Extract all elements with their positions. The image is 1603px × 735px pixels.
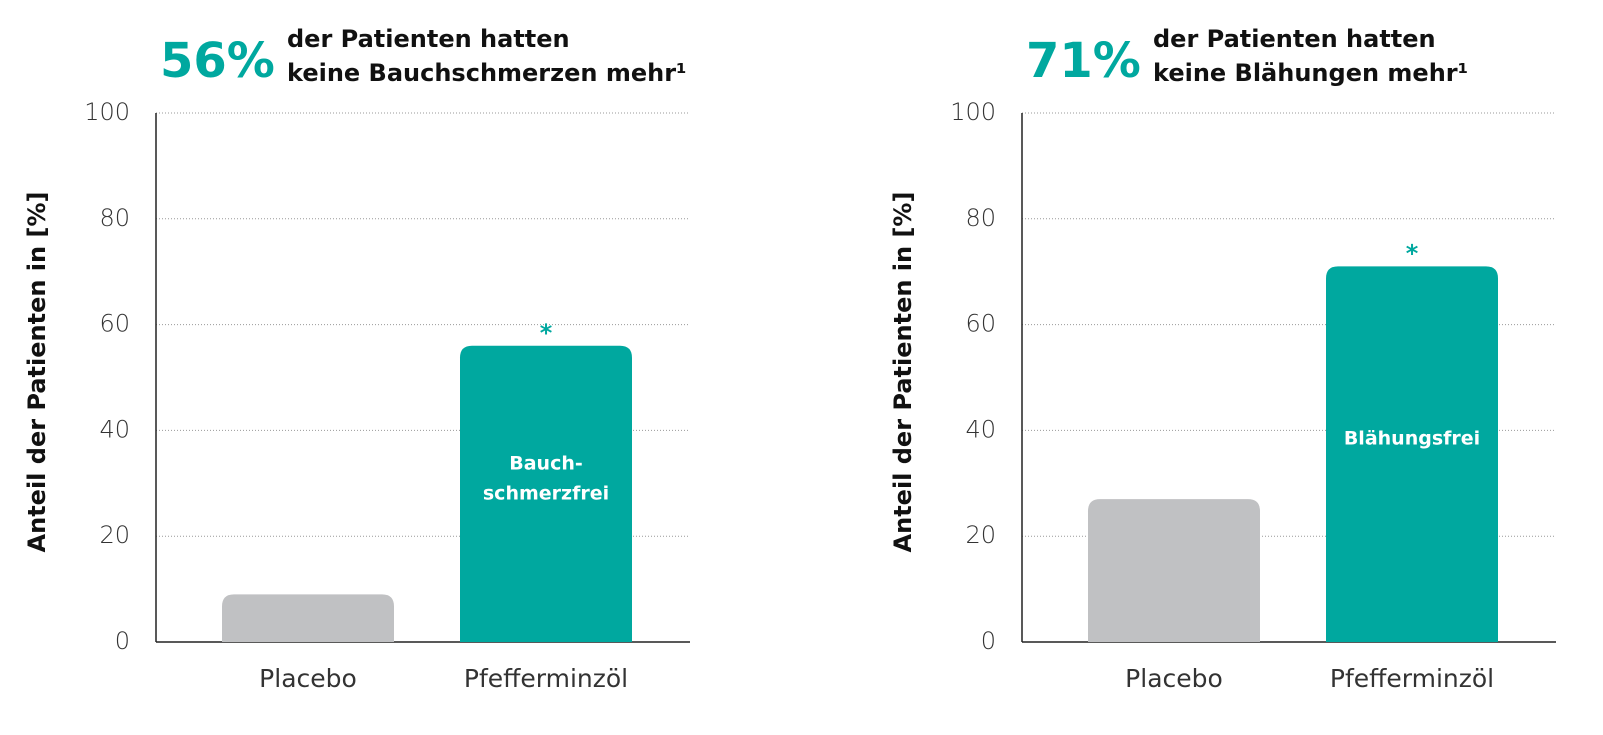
y-tick-label: 20 [99,521,130,549]
x-tick-label: Pfefferminzöl [1330,664,1494,693]
bar [222,594,394,642]
chart-title: der Patienten hatten [1153,25,1436,53]
y-tick-label: 40 [965,415,996,443]
x-tick-label: Placebo [1125,664,1223,693]
y-tick-label: 60 [99,310,130,338]
y-tick-label: 0 [981,627,996,655]
bar-label: Bauch- [509,452,583,474]
chart-title: keine Blähungen mehr¹ [1153,59,1468,87]
bar [460,345,632,642]
significance-marker: * [1406,239,1419,267]
y-axis-label: Anteil der Patienten in [%] [23,192,51,553]
y-tick-label: 80 [99,204,130,232]
bar [1326,266,1498,642]
headline: 71% [1026,33,1141,89]
x-tick-label: Pfefferminzöl [464,664,628,693]
y-tick-label: 100 [84,98,130,126]
x-tick-label: Placebo [259,664,357,693]
y-tick-label: 20 [965,521,996,549]
y-axis-label: Anteil der Patienten in [%] [889,192,917,553]
bar-label: Blähungsfrei [1344,428,1480,450]
y-tick-label: 40 [99,415,130,443]
bar-label: schmerzfrei [483,482,609,504]
chart-title: der Patienten hatten [287,25,570,53]
y-tick-label: 100 [950,98,996,126]
chart-title: keine Bauchschmerzen mehr¹ [287,59,687,87]
headline: 56% [160,33,275,89]
y-tick-label: 0 [115,627,130,655]
y-tick-label: 60 [965,310,996,338]
significance-marker: * [540,319,553,347]
bar [1088,499,1260,642]
y-tick-label: 80 [965,204,996,232]
